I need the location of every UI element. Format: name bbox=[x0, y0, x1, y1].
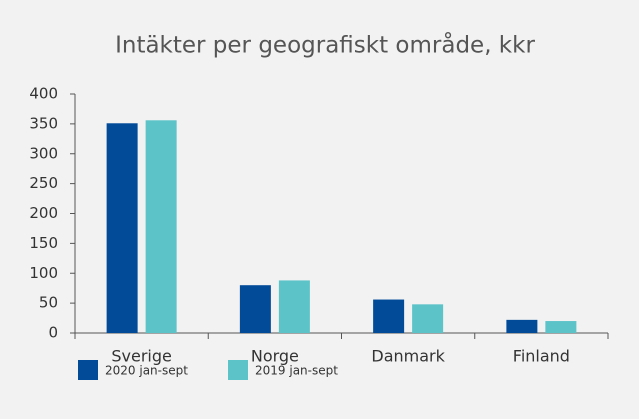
legend-swatch bbox=[228, 360, 248, 380]
x-tick-label: Norge bbox=[251, 347, 299, 366]
x-tick-label: Finland bbox=[513, 347, 570, 366]
bar bbox=[373, 299, 405, 333]
y-tick-label: 250 bbox=[29, 174, 58, 192]
bar bbox=[239, 285, 271, 333]
legend-label: 2019 jan-sept bbox=[255, 364, 338, 378]
y-tick-label: 300 bbox=[29, 144, 58, 162]
bar bbox=[545, 321, 577, 333]
y-tick-label: 50 bbox=[39, 294, 58, 312]
legend-label: 2020 jan-sept bbox=[105, 364, 188, 378]
bar bbox=[278, 280, 310, 333]
bar bbox=[145, 120, 177, 333]
legend-swatch bbox=[78, 360, 98, 380]
x-tick-label: Danmark bbox=[371, 347, 445, 366]
bar bbox=[506, 319, 538, 333]
y-tick-label: 0 bbox=[48, 324, 58, 342]
y-tick-label: 200 bbox=[29, 204, 58, 222]
bar bbox=[106, 123, 138, 333]
y-tick-label: 150 bbox=[29, 234, 58, 252]
y-tick-label: 400 bbox=[29, 85, 58, 103]
bar bbox=[412, 304, 444, 333]
y-tick-label: 350 bbox=[29, 114, 58, 132]
y-tick-label: 100 bbox=[29, 264, 58, 282]
x-tick-label: Sverige bbox=[111, 347, 172, 366]
chart-title: Intäkter per geografiskt område, kkr bbox=[115, 31, 535, 59]
